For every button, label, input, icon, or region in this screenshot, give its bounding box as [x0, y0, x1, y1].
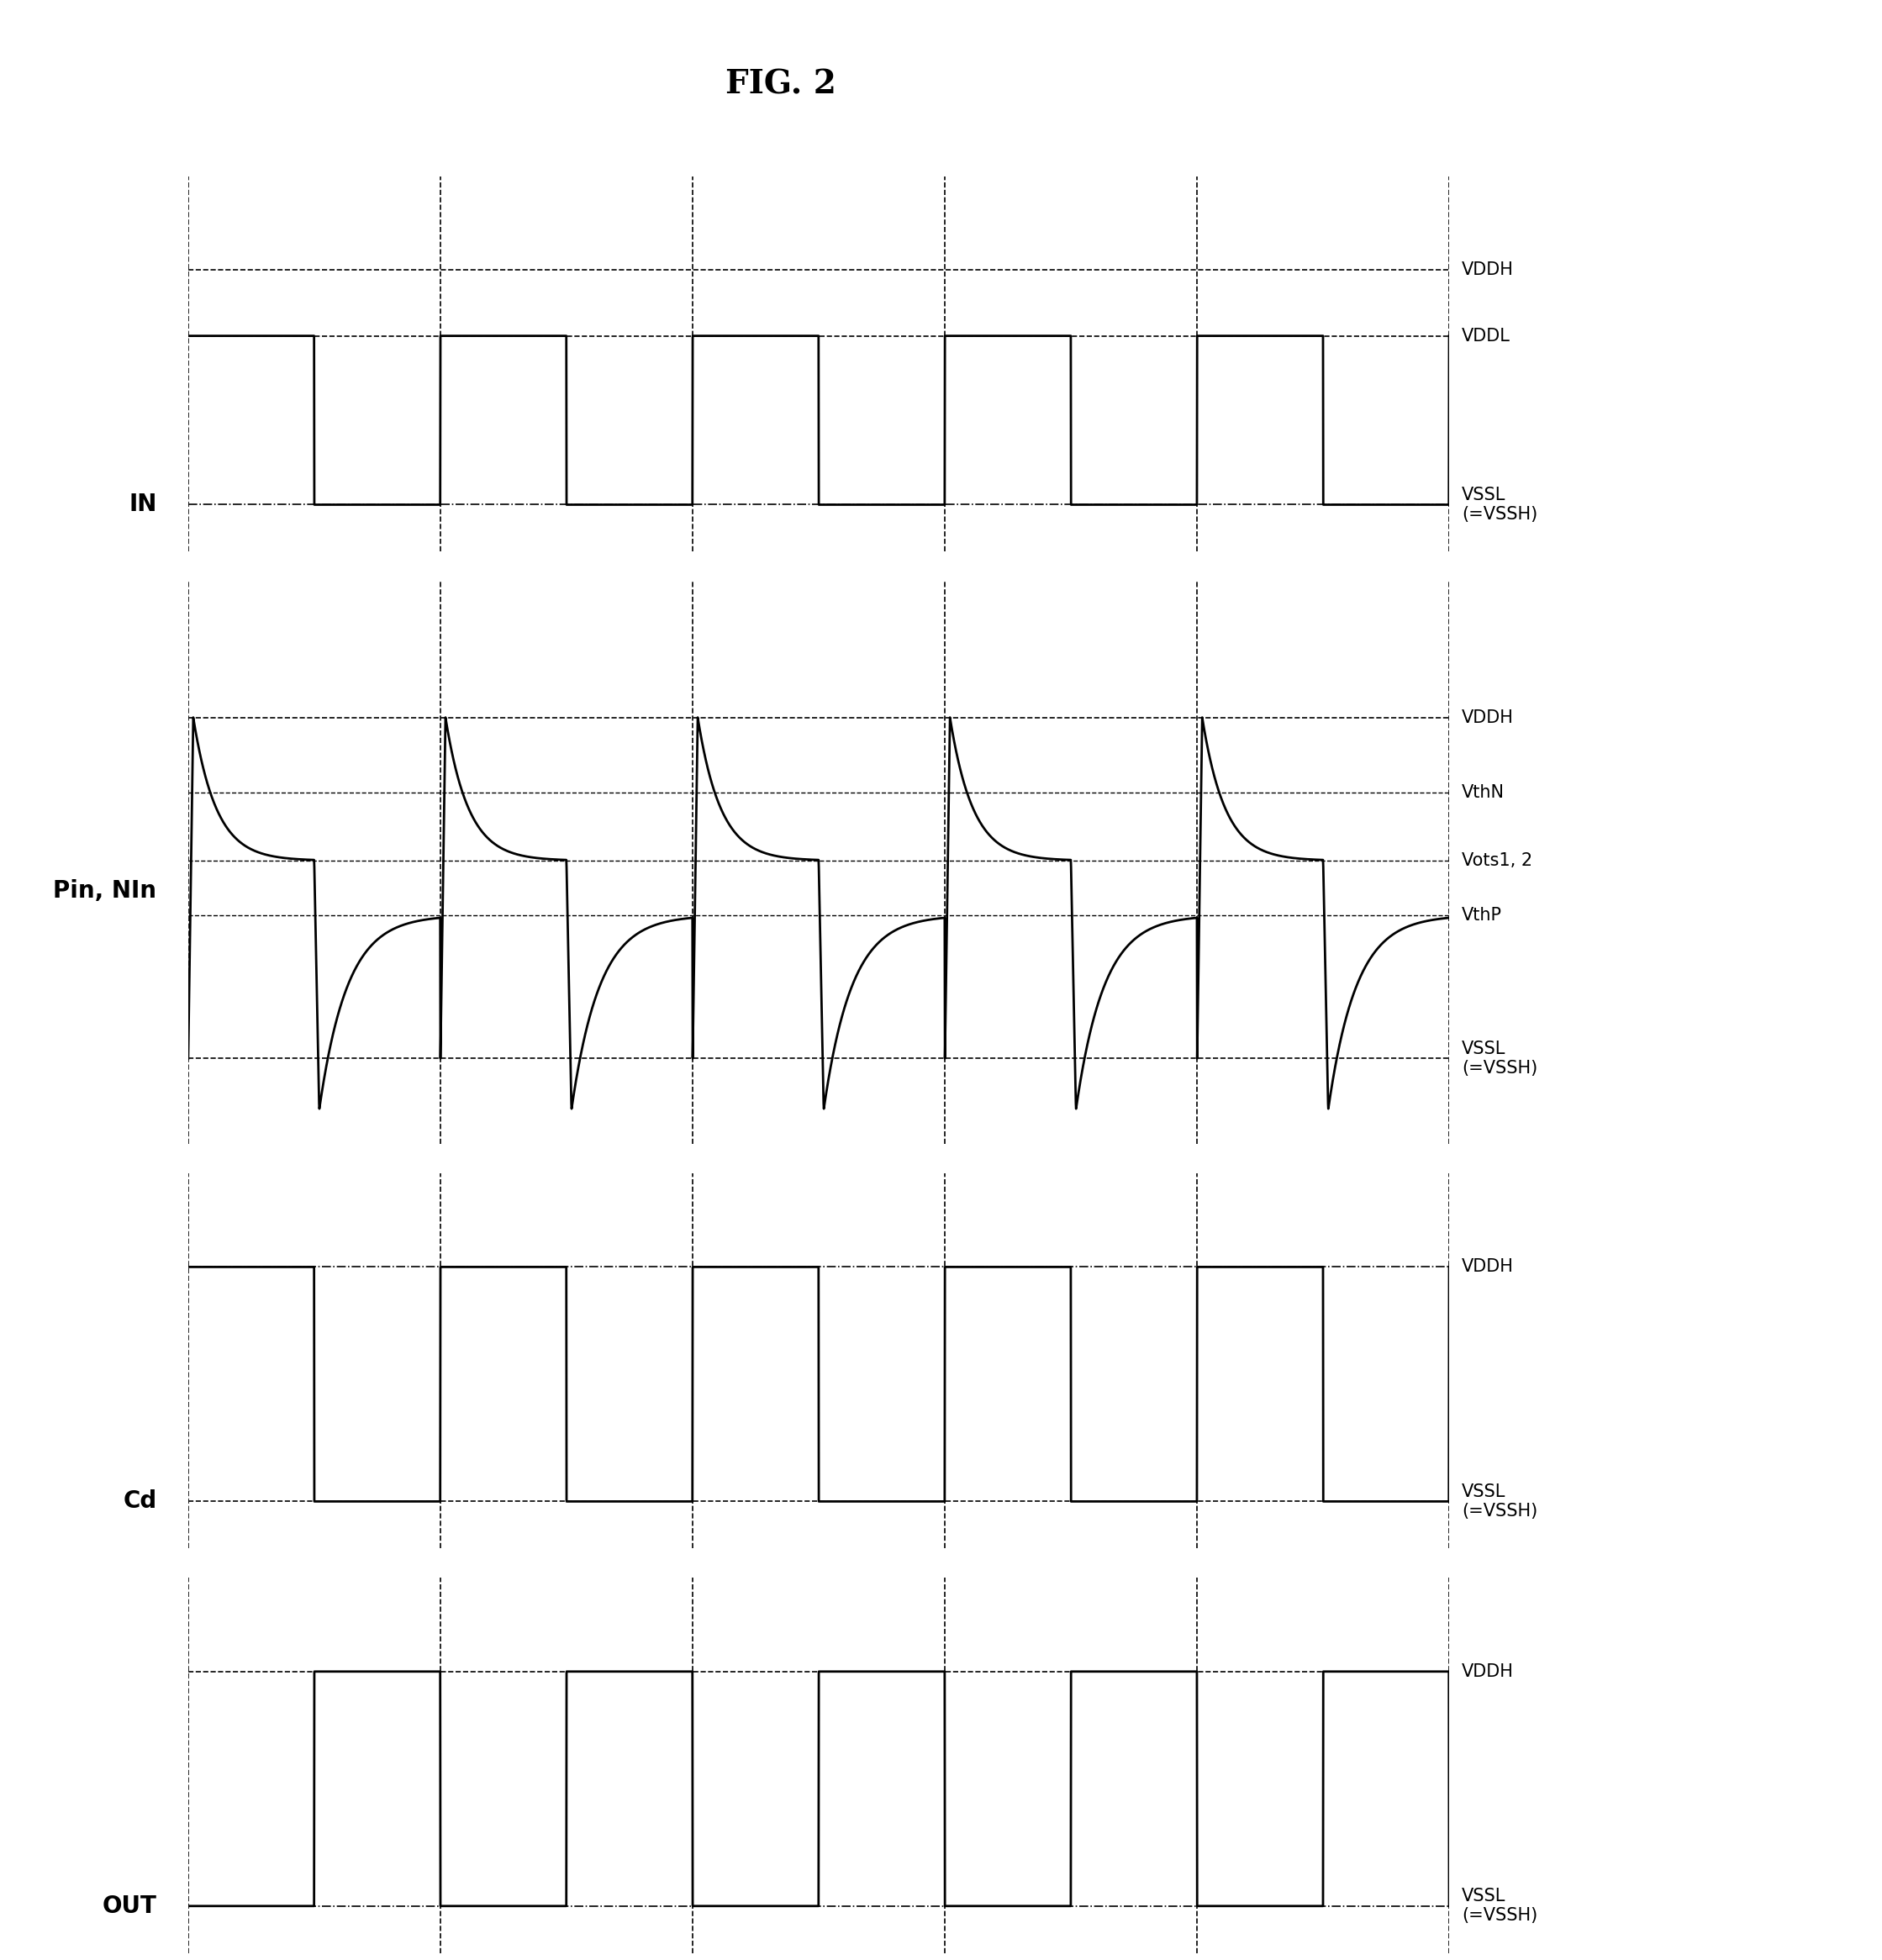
Text: VDDL: VDDL — [1462, 327, 1511, 345]
Text: VSSL
(=VSSH): VSSL (=VSSH) — [1462, 486, 1538, 523]
Text: VDDH: VDDH — [1462, 710, 1513, 725]
Text: Vots1, 2: Vots1, 2 — [1462, 853, 1532, 868]
Text: VDDH: VDDH — [1462, 1664, 1513, 1680]
Text: VSSL
(=VSSH): VSSL (=VSSH) — [1462, 1484, 1538, 1519]
Text: VthP: VthP — [1462, 907, 1502, 923]
Text: IN: IN — [128, 492, 156, 515]
Text: Cd: Cd — [122, 1490, 156, 1513]
Text: OUT: OUT — [102, 1893, 156, 1917]
Text: VSSL
(=VSSH): VSSL (=VSSH) — [1462, 1887, 1538, 1925]
Text: VSSL
(=VSSH): VSSL (=VSSH) — [1462, 1041, 1538, 1076]
Text: VDDH: VDDH — [1462, 1258, 1513, 1276]
Text: Pin, NIn: Pin, NIn — [53, 878, 156, 902]
Text: FIG. 2: FIG. 2 — [726, 69, 836, 100]
Text: VDDH: VDDH — [1462, 263, 1513, 278]
Text: VthN: VthN — [1462, 784, 1504, 802]
